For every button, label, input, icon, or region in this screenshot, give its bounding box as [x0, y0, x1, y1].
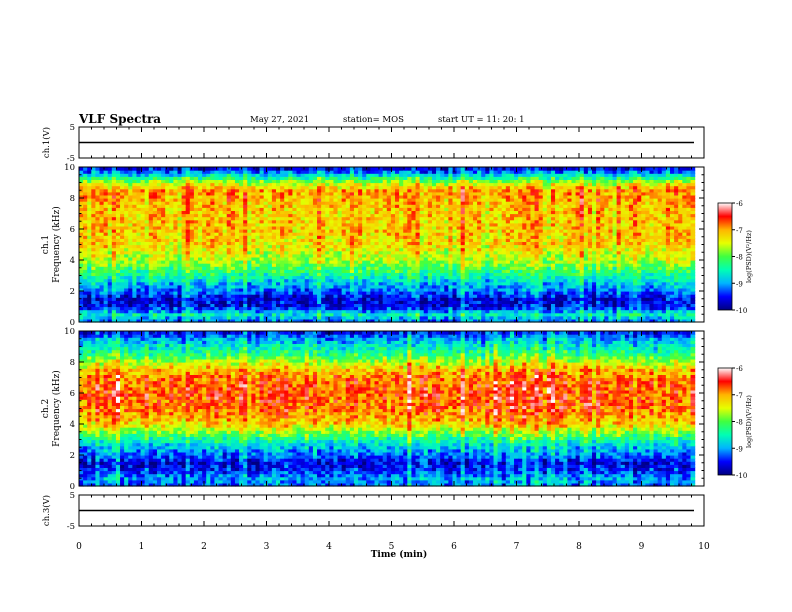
spectrogram-ch1-ytick-label: 10 [64, 163, 75, 173]
colorbar-ch1: -6 -7 -8 -9 -10 log(PSD)(V²/Hz) [717, 200, 753, 315]
waveform-ch3-ytick-label: 5 [70, 491, 75, 501]
start-time-label: start UT = 11: 20: 1 [438, 115, 525, 125]
spectrogram-ch1-heatmap [79, 167, 696, 323]
colorbar-ch2: -6 -7 -8 -9 -10 log(PSD)(V²/Hz) [717, 365, 753, 480]
colorbar-tick-label: -9 [736, 445, 743, 453]
spectrogram-ch2-heatmap [79, 331, 696, 487]
spectrogram-ch2-ytick-label: 6 [70, 389, 75, 399]
figure-title: VLF Spectra [78, 112, 161, 126]
waveform-ch3-panel: 5 -5 ch.3(V) [41, 491, 705, 532]
spectrogram-ch2-panel: 0 2 4 6 8 10 ch.2 Frequency (kHz) [41, 327, 705, 492]
spectrogram-ch1-ytick-label: 8 [70, 194, 75, 204]
date-label: May 27, 2021 [250, 115, 309, 125]
waveform-ch1-ytick-label: -5 [67, 154, 75, 164]
x-tick-label: 8 [576, 542, 582, 552]
colorbar-tick-label: -10 [736, 307, 747, 315]
station-label: station= MOS [343, 115, 404, 125]
spectrogram-ch1-ytick-label: 0 [70, 318, 75, 328]
colorbar-tick-label: -6 [736, 200, 743, 208]
spectrogram-ch2-ytick-label: 10 [64, 327, 75, 337]
colorbar-tick-label: -7 [736, 392, 743, 400]
waveform-ch1-ylabel: ch.1(V) [41, 127, 52, 158]
x-tick-label: 2 [201, 542, 207, 552]
x-axis-label: Time (min) [371, 549, 428, 560]
x-tick-label: 5 [389, 542, 395, 552]
colorbar-tick-label: -8 [736, 254, 743, 262]
waveform-ch1-ytick-label: 5 [70, 123, 75, 133]
colorbar-tick-label: -9 [736, 280, 743, 288]
spectrogram-ch2-ytick-label: 2 [70, 451, 75, 461]
waveform-ch3-ytick-label: -5 [67, 522, 75, 532]
spectrogram-ch2-ytick-label: 0 [70, 482, 75, 492]
colorbar-tick-label: -8 [736, 419, 743, 427]
spectrogram-ch1-ytick-label: 4 [70, 256, 75, 266]
x-tick-label: 3 [264, 542, 270, 552]
x-tick-label: 0 [76, 542, 82, 552]
x-tick-label: 7 [514, 542, 520, 552]
spectrogram-ch1-ytick-label: 6 [70, 225, 75, 235]
x-tick-label: 1 [139, 542, 145, 552]
spectrogram-ch2-ytick-label: 4 [70, 420, 75, 430]
spectrogram-ch1-panel: 0 2 4 6 8 10 ch.1 Frequency (kHz) [41, 163, 705, 328]
x-tick-label: 9 [639, 542, 645, 552]
colorbar-tick-label: -10 [736, 472, 747, 480]
colorbar-tick-label: -7 [736, 227, 743, 235]
spectrogram-ch2-ylabel: ch.2 [41, 399, 51, 418]
waveform-ch3-ylabel: ch.3(V) [41, 495, 52, 526]
spectrogram-ch1-ylabel: Frequency (kHz) [51, 206, 62, 283]
spectrogram-ch1-ylabel: ch.1 [41, 235, 51, 254]
spectrogram-ch2-ylabel: Frequency (kHz) [51, 370, 62, 447]
x-tick-label: 4 [326, 542, 332, 552]
waveform-ch1-panel: 5 -5 ch.1(V) [41, 123, 705, 164]
x-tick-labels: 0 1 2 3 4 5 6 7 8 9 10 [76, 542, 710, 552]
x-tick-label: 10 [698, 542, 710, 552]
colorbar-tick-label: -6 [736, 365, 743, 373]
spectrogram-ch2-ytick-label: 8 [70, 358, 75, 368]
x-tick-label: 6 [451, 542, 457, 552]
colorbar-label: log(PSD)(V²/Hz) [745, 230, 753, 283]
spectrogram-ch1-ytick-label: 2 [70, 287, 75, 297]
colorbar-label: log(PSD)(V²/Hz) [745, 395, 753, 448]
